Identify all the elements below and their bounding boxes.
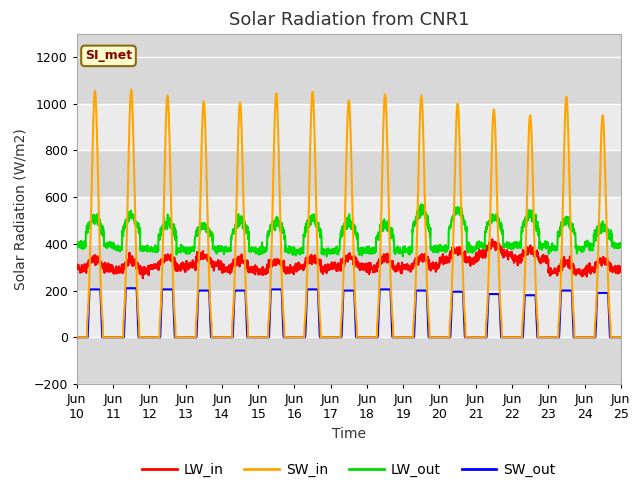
LW_in (376, 258, 384, 264)
LW_in (617, 265, 625, 271)
SW_out (365, 335, 372, 340)
SW_in (617, 335, 625, 340)
SW_out (617, 335, 625, 340)
Bar (77, 57, 621, 104)
Bar (77, 337, 621, 384)
LW_in (139, 276, 147, 281)
LW_out (508, 242, 515, 248)
Bar (77, 150, 621, 197)
Text: SI_met: SI_met (85, 49, 132, 62)
Legend: LW_in, SW_in, LW_out, SW_out: LW_in, SW_in, LW_out, SW_out (136, 457, 561, 480)
SW_in (584, 335, 592, 340)
SW_in (507, 335, 515, 340)
LW_out (225, 245, 232, 251)
LW_out (376, 229, 384, 235)
Y-axis label: Solar Radiation (W/m2): Solar Radiation (W/m2) (14, 128, 28, 289)
LW_out (417, 201, 425, 207)
SW_out (73, 335, 81, 340)
SW_out (376, 287, 384, 292)
Bar (77, 197, 621, 244)
SW_out (569, 316, 577, 322)
SW_out (584, 335, 592, 340)
SW_in (569, 302, 577, 308)
LW_in (570, 262, 577, 268)
LW_out (617, 243, 625, 249)
SW_out (225, 335, 232, 340)
LW_in (225, 264, 232, 269)
LW_in (584, 265, 592, 271)
LW_out (365, 250, 372, 255)
SW_in (225, 335, 232, 340)
SW_out (507, 335, 515, 340)
LW_in (508, 253, 515, 259)
LW_out (584, 241, 592, 247)
Bar (77, 244, 621, 290)
LW_out (73, 244, 81, 250)
LW_in (488, 236, 496, 242)
Line: LW_out: LW_out (77, 204, 621, 256)
SW_in (127, 87, 135, 93)
SW_in (73, 335, 81, 340)
X-axis label: Time: Time (332, 427, 366, 441)
Title: Solar Radiation from CNR1: Solar Radiation from CNR1 (228, 11, 469, 29)
Line: LW_in: LW_in (77, 239, 621, 278)
LW_in (365, 263, 372, 269)
SW_out (122, 285, 130, 291)
Bar (77, 104, 621, 150)
LW_out (399, 253, 406, 259)
SW_in (365, 335, 372, 340)
LW_out (570, 228, 577, 234)
Bar (77, 290, 621, 337)
LW_in (73, 264, 81, 270)
Line: SW_in: SW_in (77, 90, 621, 337)
SW_in (376, 246, 384, 252)
Line: SW_out: SW_out (77, 288, 621, 337)
